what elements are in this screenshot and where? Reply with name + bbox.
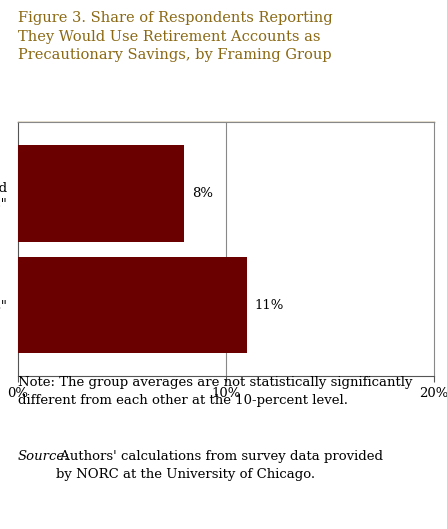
Bar xyxy=(18,257,246,353)
Bar xyxy=(18,145,184,242)
Text: 11%: 11% xyxy=(255,299,284,312)
Text: Note: The group averages are not statistically significantly
different from each: Note: The group averages are not statist… xyxy=(18,376,413,407)
Text: Figure 3. Share of Respondents Reporting
They Would Use Retirement Accounts as
P: Figure 3. Share of Respondents Reporting… xyxy=(18,11,333,62)
Text: Authors' calculations from survey data provided
by NORC at the University of Chi: Authors' calculations from survey data p… xyxy=(56,450,383,481)
Text: 8%: 8% xyxy=(193,187,214,200)
Text: Source:: Source: xyxy=(18,450,70,463)
